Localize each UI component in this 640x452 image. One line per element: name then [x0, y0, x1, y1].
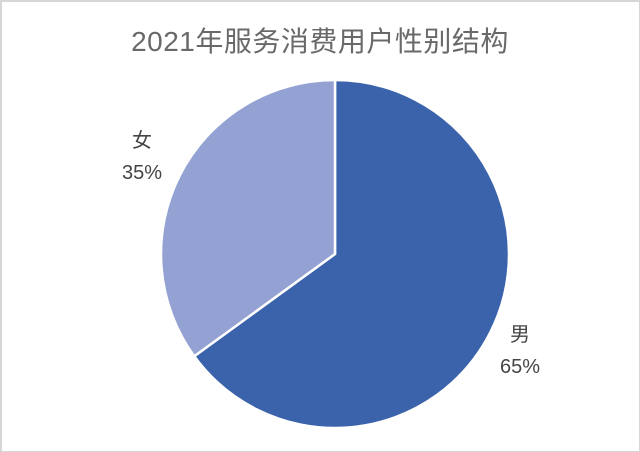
slice-label-male-name: 男	[510, 324, 530, 346]
slice-label-male-value: 65%	[499, 356, 541, 378]
slice-label-male: 男 65%	[473, 319, 567, 383]
pie-chart	[159, 78, 511, 430]
slice-label-female-name: 女	[132, 130, 152, 152]
pie-slice-male	[192, 78, 511, 430]
pie-slice-female	[159, 78, 337, 358]
slice-label-female: 女 35%	[95, 125, 189, 189]
chart-title: 2021年服务消费用户性别结构	[131, 26, 509, 57]
slice-label-female-value: 35%	[121, 162, 163, 184]
